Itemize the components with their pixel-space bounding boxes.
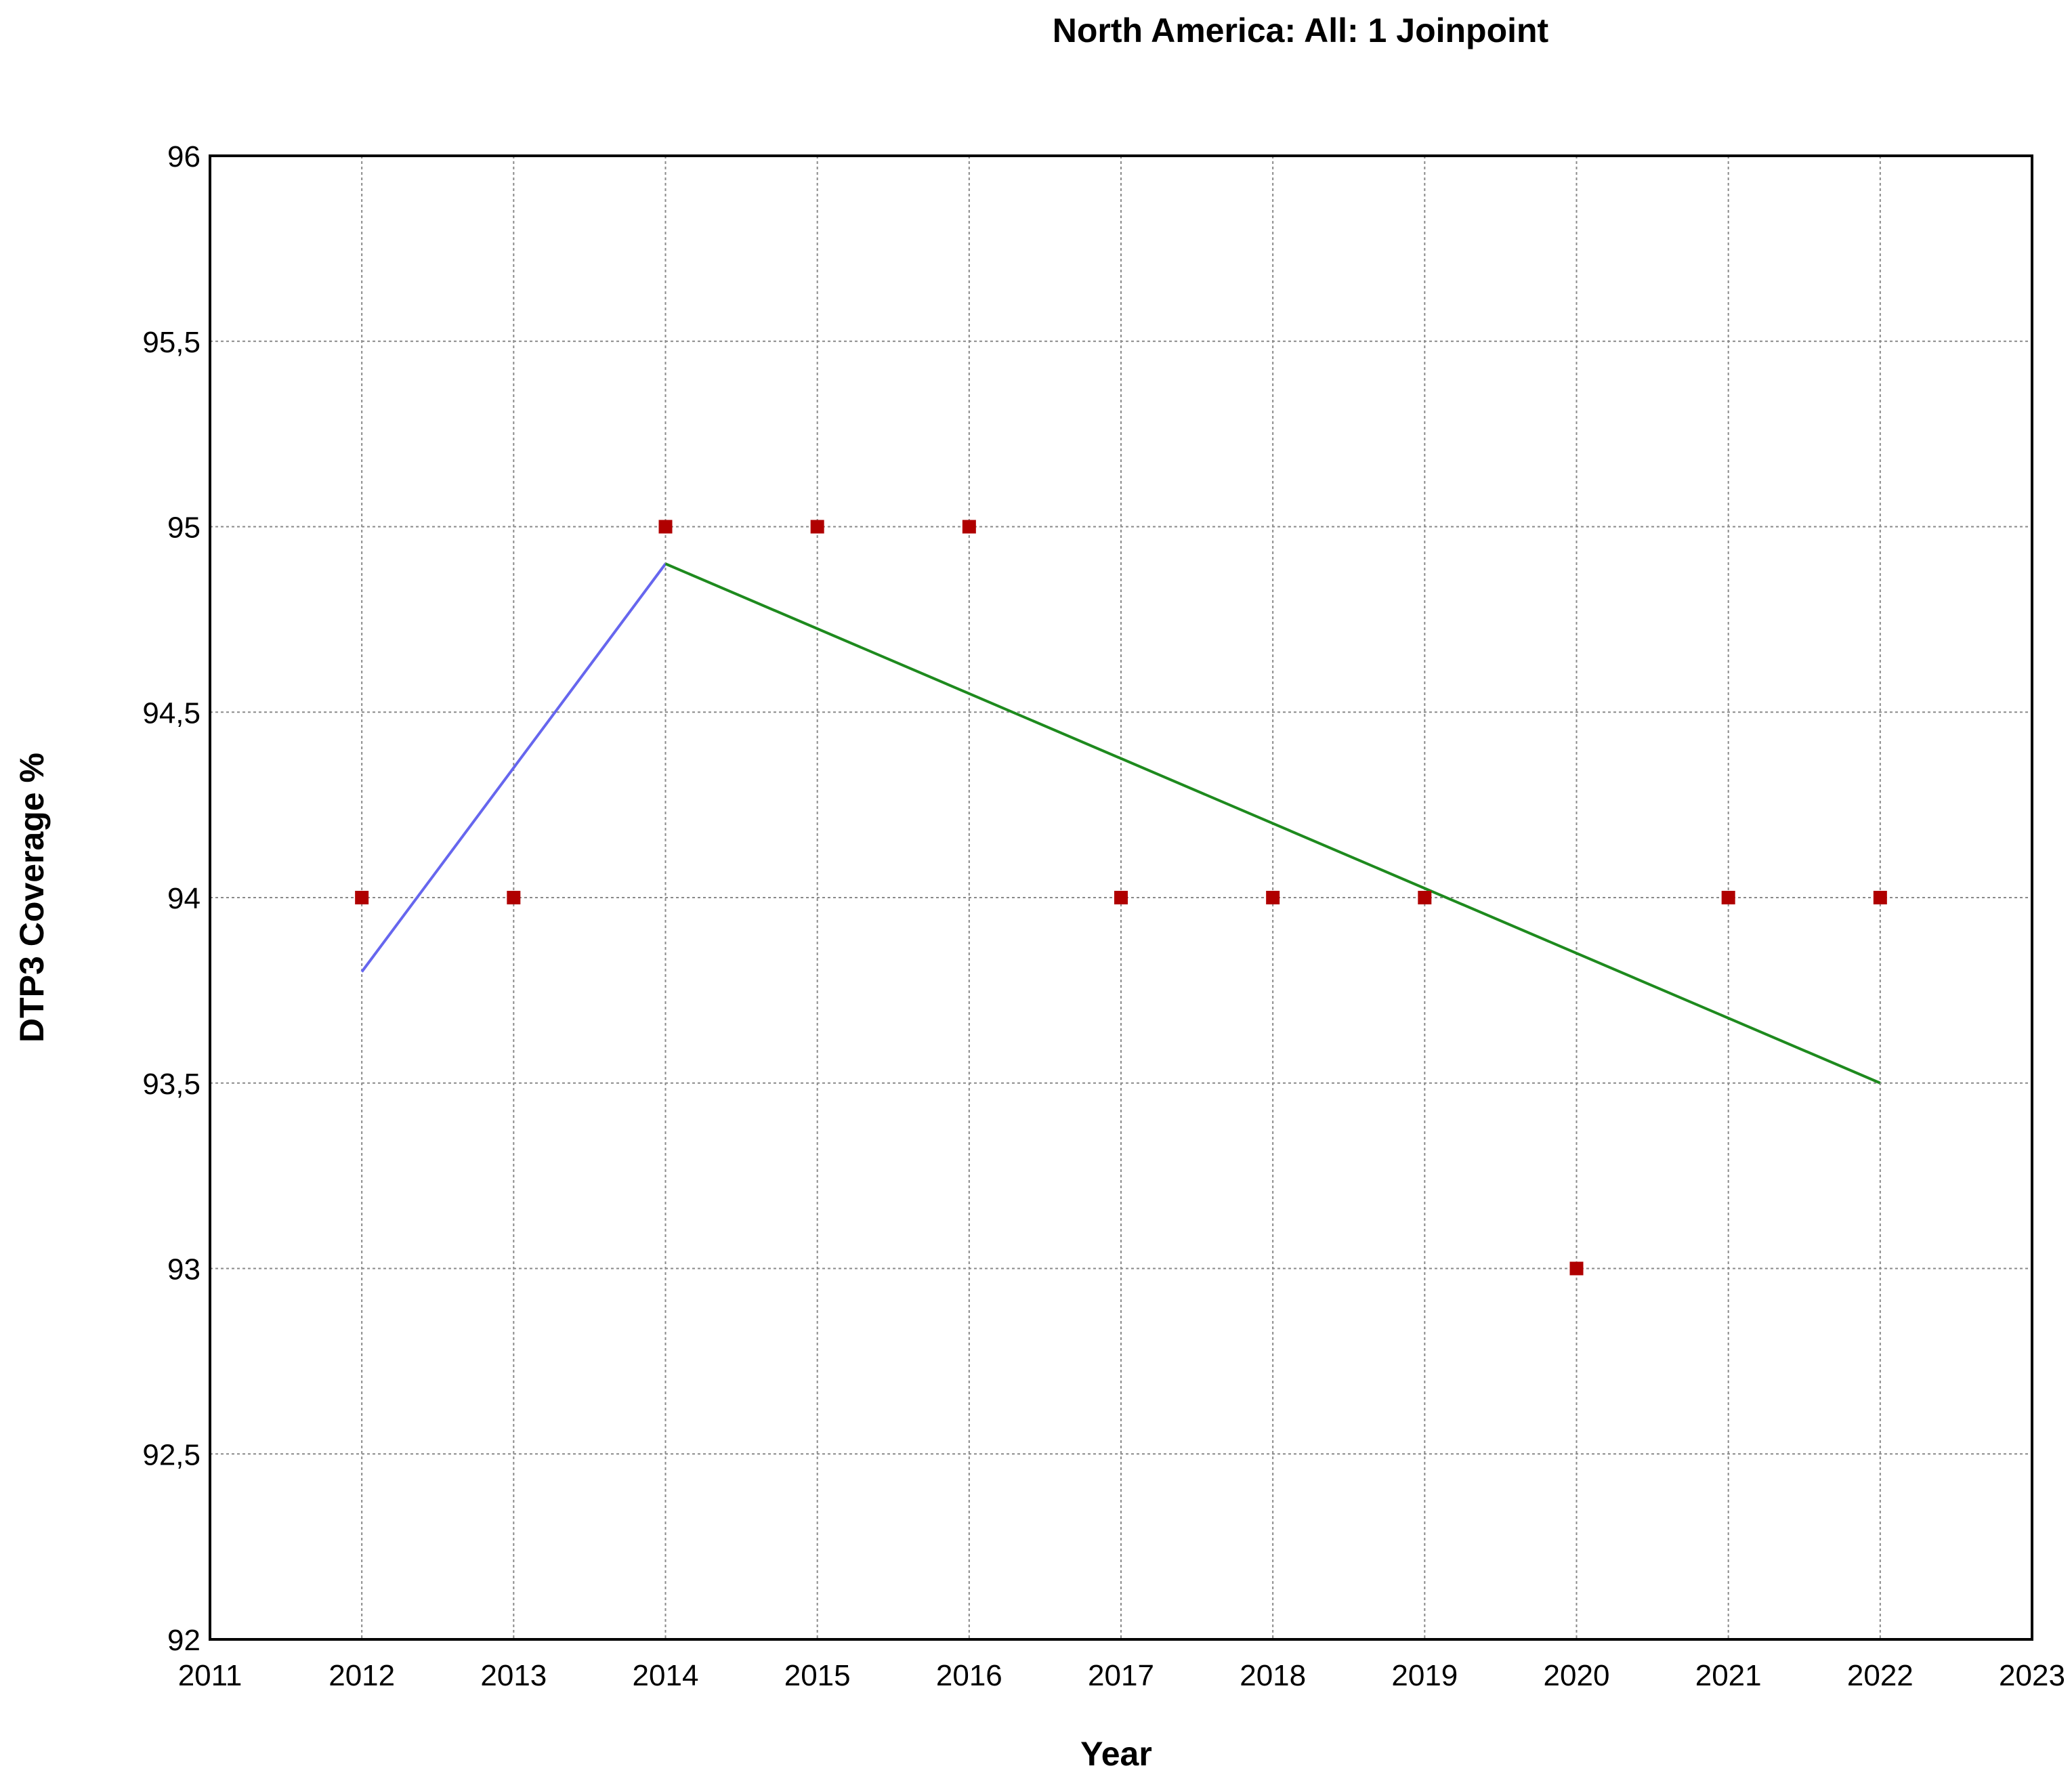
x-tick-label: 2011 — [178, 1659, 242, 1692]
x-tick-label: 2012 — [329, 1659, 395, 1692]
observed-point — [1873, 891, 1887, 904]
x-tick-label: 2023 — [1999, 1659, 2065, 1692]
observed-point — [1114, 891, 1128, 904]
observed-points — [355, 520, 1887, 1276]
x-axis-label: Year — [1080, 1735, 1152, 1773]
x-tick-label: 2019 — [1391, 1659, 1458, 1692]
x-tick-label: 2014 — [633, 1659, 699, 1692]
x-tick-label: 2015 — [784, 1659, 851, 1692]
x-tick-labels: 2011 2012 2013 2014 2015 2016 2017 2018 2019 2020… — [178, 1659, 2065, 1692]
y-tick-label: 94 — [167, 882, 200, 915]
y-tick-labels: 92 92,5 93 93,5 94 94,5 95 95,5 96 — [142, 140, 200, 1657]
observed-point — [810, 520, 824, 534]
trend-segment-line — [664, 562, 1881, 1085]
observed-point — [658, 520, 673, 534]
grid-lines — [210, 156, 2032, 1639]
observed-point — [355, 891, 369, 904]
x-tick-label: 2013 — [480, 1659, 547, 1692]
y-tick-label: 96 — [167, 140, 200, 173]
y-tick-label: 95 — [167, 511, 200, 545]
x-tick-label: 2017 — [1088, 1659, 1154, 1692]
x-tick-label: 2022 — [1847, 1659, 1914, 1692]
y-tick-label: 93 — [167, 1253, 200, 1286]
x-tick-label: 2021 — [1695, 1659, 1762, 1692]
y-tick-label: 93,5 — [142, 1068, 200, 1101]
observed-point — [962, 520, 976, 534]
observed-point — [1569, 1261, 1584, 1276]
observed-point — [1418, 891, 1432, 904]
y-axis-label: DTP3 Coverage % — [13, 753, 51, 1043]
observed-point — [1721, 891, 1735, 904]
observed-point — [507, 891, 521, 904]
x-tick-label: 2020 — [1544, 1659, 1610, 1692]
y-tick-label: 92 — [167, 1624, 200, 1657]
chart-title: North America: All: 1 Joinpoint — [1053, 12, 1549, 49]
trend-segment-line — [360, 563, 667, 973]
x-tick-label: 2016 — [936, 1659, 1002, 1692]
trend-segments — [360, 562, 1881, 1085]
observed-point — [1266, 891, 1280, 904]
plot-frame — [209, 154, 2033, 1641]
y-tick-label: 94,5 — [142, 696, 200, 730]
y-tick-label: 95,5 — [142, 326, 200, 359]
x-tick-label: 2018 — [1240, 1659, 1306, 1692]
y-tick-label: 92,5 — [142, 1438, 200, 1471]
